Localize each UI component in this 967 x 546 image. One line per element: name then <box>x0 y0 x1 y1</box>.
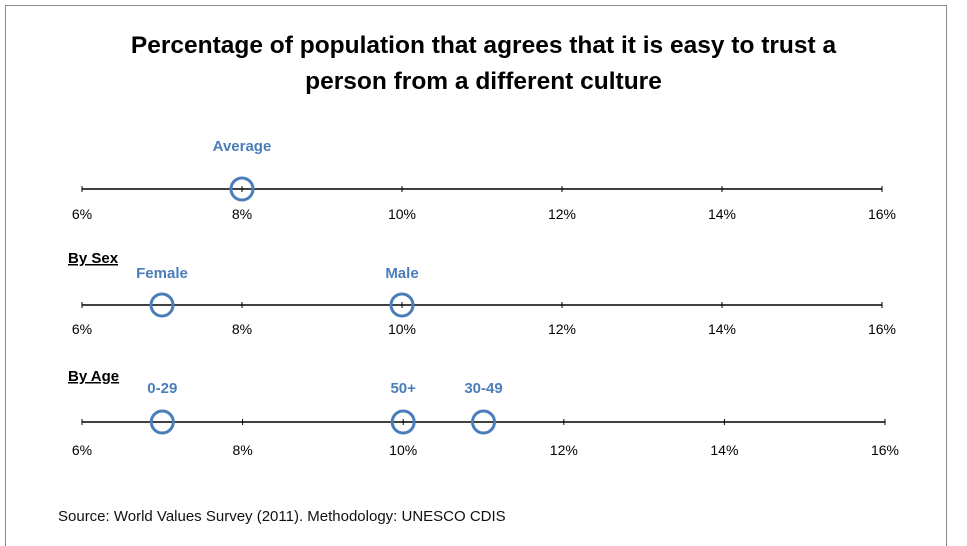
tick-label: 10% <box>389 442 417 458</box>
data-point-marker <box>389 292 415 318</box>
data-point-label: Male <box>385 265 418 282</box>
data-point-label: 30-49 <box>464 380 502 397</box>
tick-label: 10% <box>388 206 416 222</box>
chart-frame <box>5 5 947 546</box>
tick-label: 14% <box>708 206 736 222</box>
panel-title: By Sex <box>68 250 119 267</box>
source-note: Source: World Values Survey (2011). Meth… <box>58 508 506 525</box>
tick-label: 8% <box>232 442 252 458</box>
tick-label: 8% <box>232 321 252 337</box>
tick-label: 16% <box>871 442 899 458</box>
tick-label: 12% <box>548 321 576 337</box>
tick-label: 8% <box>232 206 252 222</box>
tick-label: 14% <box>710 442 738 458</box>
tick-label: 16% <box>868 206 896 222</box>
data-point-label: Female <box>136 265 188 282</box>
tick-label: 6% <box>72 321 92 337</box>
tick-label: 12% <box>548 206 576 222</box>
data-point-marker <box>229 176 255 202</box>
panel-title: By Age <box>68 368 119 385</box>
tick-label: 16% <box>868 321 896 337</box>
tick-label: 10% <box>388 321 416 337</box>
data-point-marker <box>390 409 416 435</box>
data-point-label: 50+ <box>390 380 416 397</box>
dot-plot-chart: 6% 8% 10% 12% 14% 16% Average By Sex 6% 8% 10% 12% 1… <box>68 138 899 458</box>
tick-label: 6% <box>72 206 92 222</box>
chart-title: Percentage of population that agrees tha… <box>0 28 967 100</box>
tick-label: 14% <box>708 321 736 337</box>
data-point-label: 0-29 <box>147 380 177 397</box>
data-point-marker <box>149 292 175 318</box>
title-line-1: Percentage of population that agrees tha… <box>130 32 837 59</box>
tick-label: 6% <box>72 442 92 458</box>
data-point-marker <box>149 409 175 435</box>
data-point-marker <box>471 409 496 435</box>
tick-label: 12% <box>550 442 578 458</box>
title-line-2: person from a different culture <box>305 68 662 95</box>
data-point-label: Average <box>213 138 272 155</box>
